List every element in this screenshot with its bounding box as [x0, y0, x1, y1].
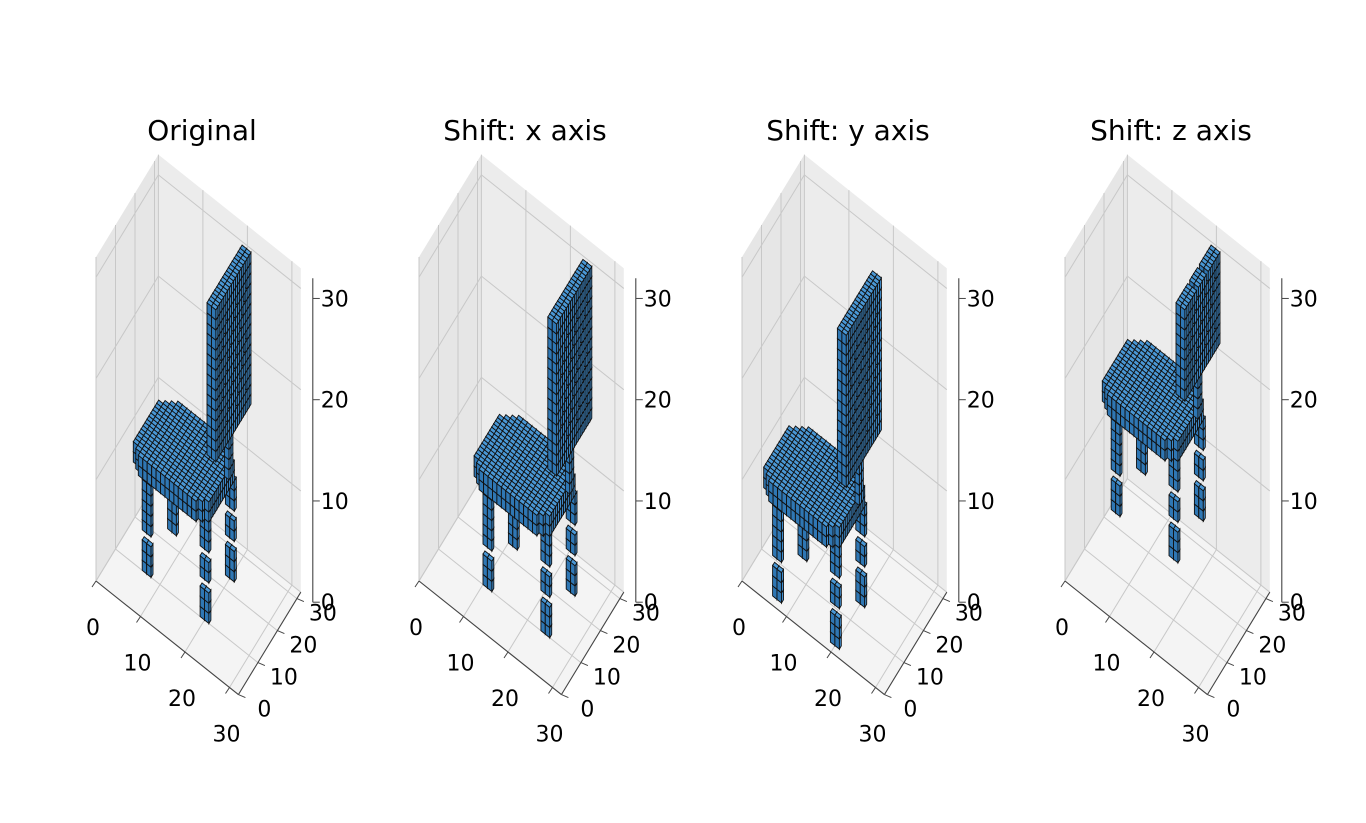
voxel: [822, 520, 828, 537]
z-tick-label: 20: [644, 389, 672, 414]
subplot-title: Original: [147, 114, 257, 147]
z-tick-label: 30: [644, 287, 672, 312]
voxel: [1174, 526, 1180, 543]
y-tick-label: 30: [1278, 602, 1306, 627]
y-tick-label: 10: [270, 666, 298, 691]
y-tick-label: 0: [257, 698, 271, 723]
y-tick-label: 0: [580, 698, 594, 723]
voxel: [1161, 434, 1167, 451]
x-tick-label: 30: [1182, 723, 1210, 748]
y-tick-label: 10: [916, 666, 944, 691]
voxel: [545, 601, 551, 618]
voxel: [1199, 484, 1206, 501]
voxel: [1174, 435, 1180, 452]
voxel: [533, 509, 539, 526]
y-tick-label: 20: [289, 634, 317, 659]
voxel: [1199, 454, 1206, 471]
subplot-title: Shift: y axis: [766, 114, 930, 147]
voxel: [835, 612, 841, 629]
z-tick-label: 20: [1290, 389, 1318, 414]
voxel: [147, 540, 153, 557]
y-tick-label: 30: [632, 602, 660, 627]
z-tick-label: 10: [967, 490, 995, 515]
x-tick-label: 30: [859, 723, 887, 748]
x-tick-label: 20: [814, 687, 842, 712]
voxel: [487, 555, 493, 572]
subplot-title: Shift: x axis: [443, 114, 607, 147]
x-tick-label: 0: [1055, 616, 1069, 641]
voxel: [198, 495, 204, 512]
voxel: [205, 556, 211, 573]
x-tick-label: 10: [447, 652, 475, 677]
z-tick-label: 20: [967, 389, 995, 414]
x-tick-label: 30: [536, 723, 564, 748]
voxel: [835, 521, 841, 538]
z-tick-label: 10: [1290, 490, 1318, 515]
y-tick-label: 20: [1258, 634, 1286, 659]
z-tick-label: 10: [321, 490, 349, 515]
voxel: [205, 495, 211, 512]
x-tick-label: 0: [732, 616, 746, 641]
x-tick-label: 20: [491, 687, 519, 712]
voxel: [829, 521, 835, 538]
voxel: [860, 540, 866, 557]
voxel: [230, 515, 237, 532]
y-tick-label: 20: [935, 634, 963, 659]
x-tick-label: 10: [1093, 652, 1121, 677]
voxel: [571, 559, 577, 576]
z-tick-label: 10: [644, 490, 672, 515]
voxel: [1181, 303, 1187, 320]
y-tick-label: 0: [903, 698, 917, 723]
y-tick-label: 0: [1226, 698, 1240, 723]
voxel: [552, 317, 558, 334]
x-tick-label: 30: [213, 723, 241, 748]
voxel: [835, 582, 841, 599]
voxel: [230, 545, 237, 562]
y-tick-label: 30: [955, 602, 983, 627]
voxel: [571, 529, 577, 546]
x-tick-label: 10: [770, 652, 798, 677]
z-tick-label: 20: [321, 389, 349, 414]
y-tick-label: 10: [1239, 666, 1267, 691]
voxel: [539, 509, 545, 526]
voxel: [842, 329, 848, 346]
x-tick-label: 0: [409, 616, 423, 641]
z-tick-label: 30: [321, 287, 349, 312]
y-tick-label: 20: [612, 634, 640, 659]
voxel: [860, 570, 866, 587]
voxel: [545, 570, 551, 587]
x-tick-label: 20: [168, 687, 196, 712]
voxel: [192, 495, 198, 512]
y-tick-label: 30: [309, 602, 337, 627]
x-tick-label: 10: [124, 652, 152, 677]
voxel: [545, 510, 551, 527]
voxel: [1174, 495, 1180, 512]
voxel: [1167, 434, 1173, 451]
x-tick-label: 20: [1137, 687, 1165, 712]
voxel: [212, 303, 218, 320]
voxel: [777, 566, 784, 583]
z-tick-label: 30: [967, 287, 995, 312]
y-tick-label: 10: [593, 666, 621, 691]
voxel: [1116, 480, 1122, 497]
voxel: [205, 586, 211, 603]
x-tick-label: 0: [86, 616, 100, 641]
subplot-title: Shift: z axis: [1090, 114, 1252, 147]
z-tick-label: 30: [1290, 287, 1318, 312]
